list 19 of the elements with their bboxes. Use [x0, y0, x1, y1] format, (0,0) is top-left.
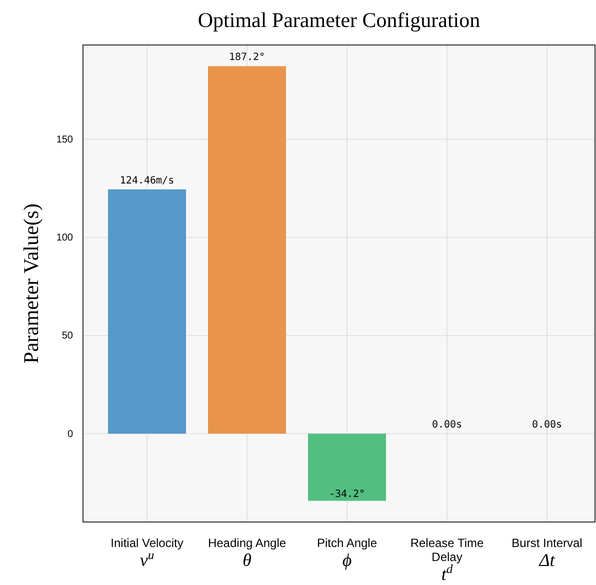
data-label: 187.2°: [228, 52, 266, 64]
data-label: 0.00s: [532, 420, 562, 431]
y-tick-label: 100: [56, 232, 74, 244]
y-tick-label: 0: [67, 428, 74, 440]
data-label: 124.46m/s: [120, 175, 174, 186]
y-axis-title: Parameter Value(s): [19, 204, 43, 364]
bar: [108, 189, 186, 434]
bar: [208, 66, 286, 434]
x-tick-label: Release Time Delay t$^{d}$: [410, 536, 484, 584]
x-tick-label: Heading Angle θ: [208, 536, 286, 570]
x-tick-label: Pitch Angle ϕ: [316, 536, 378, 570]
data-label: 0.00s: [432, 420, 462, 431]
data-label: -34.2°: [328, 488, 366, 500]
y-tick-label: 150: [56, 134, 74, 146]
y-tick-label: 50: [62, 330, 74, 342]
x-tick-label: Initial Velocity v$^{u}$: [110, 536, 184, 570]
x-tick-label: Burst Interval Δt: [512, 536, 582, 570]
chart-title: Optimal Parameter Configuration: [198, 8, 481, 32]
bar: [308, 434, 386, 501]
